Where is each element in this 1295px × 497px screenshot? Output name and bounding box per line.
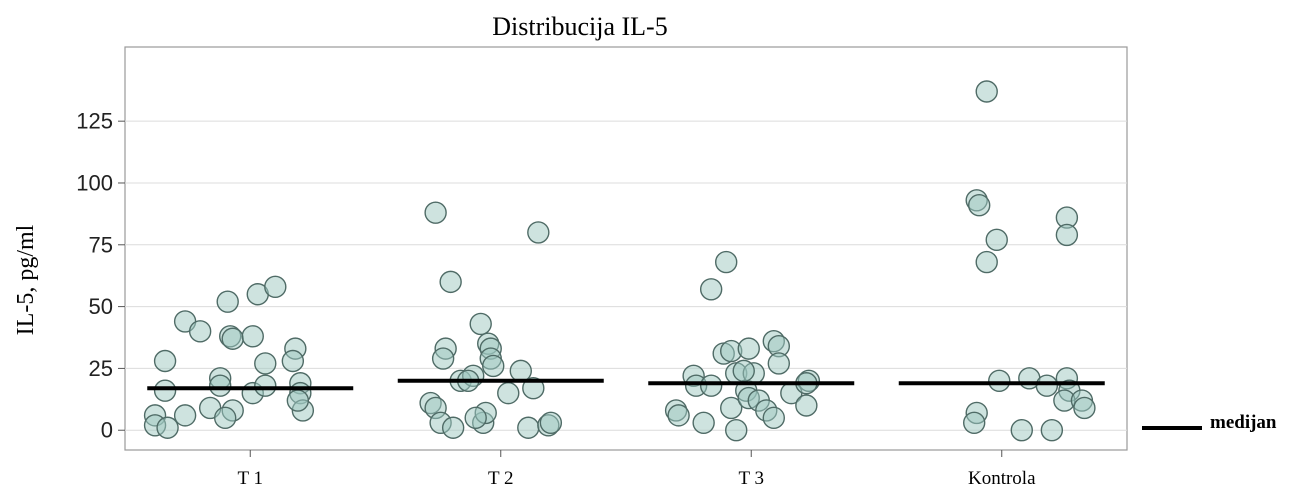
- y-tick-label: 25: [89, 356, 113, 381]
- data-point: [975, 250, 998, 274]
- data-point: [509, 359, 532, 383]
- data-point: [254, 352, 277, 375]
- data-point: [767, 352, 791, 375]
- data-point: [431, 347, 455, 370]
- data-point: [988, 369, 1011, 392]
- data-point: [1010, 419, 1033, 442]
- chart-title: Distribucija IL-5: [492, 12, 667, 41]
- data-point: [264, 275, 287, 299]
- data-point: [241, 325, 264, 348]
- data-point: [439, 270, 462, 294]
- data-point: [153, 349, 177, 373]
- data-point: [725, 419, 748, 442]
- x-tick-label: Kontrola: [968, 468, 1036, 489]
- y-tick-label: 50: [89, 294, 113, 319]
- y-axis: 0 25 50 75 100 125: [76, 109, 125, 443]
- data-point: [153, 379, 177, 402]
- y-axis-label: IL-5, pg/ml: [13, 224, 39, 335]
- data-point: [517, 416, 540, 439]
- data-point: [1055, 223, 1079, 247]
- y-tick-label: 75: [89, 232, 113, 257]
- data-point: [667, 404, 690, 427]
- data-point: [692, 411, 715, 435]
- data-point: [216, 290, 239, 313]
- data-point: [482, 354, 505, 378]
- data-point: [527, 221, 550, 244]
- data-point: [762, 406, 785, 430]
- data-point: [286, 389, 310, 412]
- data-point: [795, 394, 818, 417]
- data-point: [968, 194, 991, 217]
- data-point: [281, 349, 305, 373]
- y-tick-label: 0: [101, 418, 113, 443]
- legend-label: medijan: [1210, 412, 1277, 433]
- data-point: [497, 381, 520, 405]
- data-point: [464, 406, 487, 430]
- data-point: [1035, 374, 1059, 397]
- data-point: [715, 250, 738, 274]
- x-axis: T 1 T 2 T 3 Kontrola: [237, 450, 1036, 489]
- data-point: [469, 312, 492, 336]
- y-tick-label: 125: [76, 109, 113, 134]
- median-lines: [147, 378, 1105, 391]
- data-point: [732, 359, 755, 383]
- data-point: [699, 374, 723, 397]
- x-tick-label: T 3: [738, 468, 764, 489]
- data-point: [737, 337, 760, 360]
- data-point: [699, 278, 723, 301]
- data-point: [1040, 419, 1064, 442]
- data-point: [173, 404, 197, 427]
- data-point: [720, 396, 743, 420]
- data-point: [188, 320, 212, 343]
- data-point: [522, 376, 545, 400]
- x-tick-label: T 1: [237, 468, 263, 489]
- x-tick-label: T 2: [488, 468, 514, 489]
- data-point: [1073, 396, 1096, 420]
- data-point: [962, 411, 986, 435]
- data-point: [985, 228, 1008, 252]
- data-point: [156, 416, 179, 439]
- data-point: [221, 327, 244, 350]
- data-point: [254, 374, 277, 397]
- data-point: [441, 416, 465, 439]
- data-points: [143, 80, 1096, 442]
- data-point: [424, 201, 447, 224]
- data-point: [975, 80, 998, 103]
- y-tick-label: 100: [76, 170, 113, 195]
- data-point: [539, 411, 563, 435]
- legend: medijan: [1142, 412, 1277, 433]
- data-point: [213, 406, 237, 430]
- data-point: [208, 374, 232, 397]
